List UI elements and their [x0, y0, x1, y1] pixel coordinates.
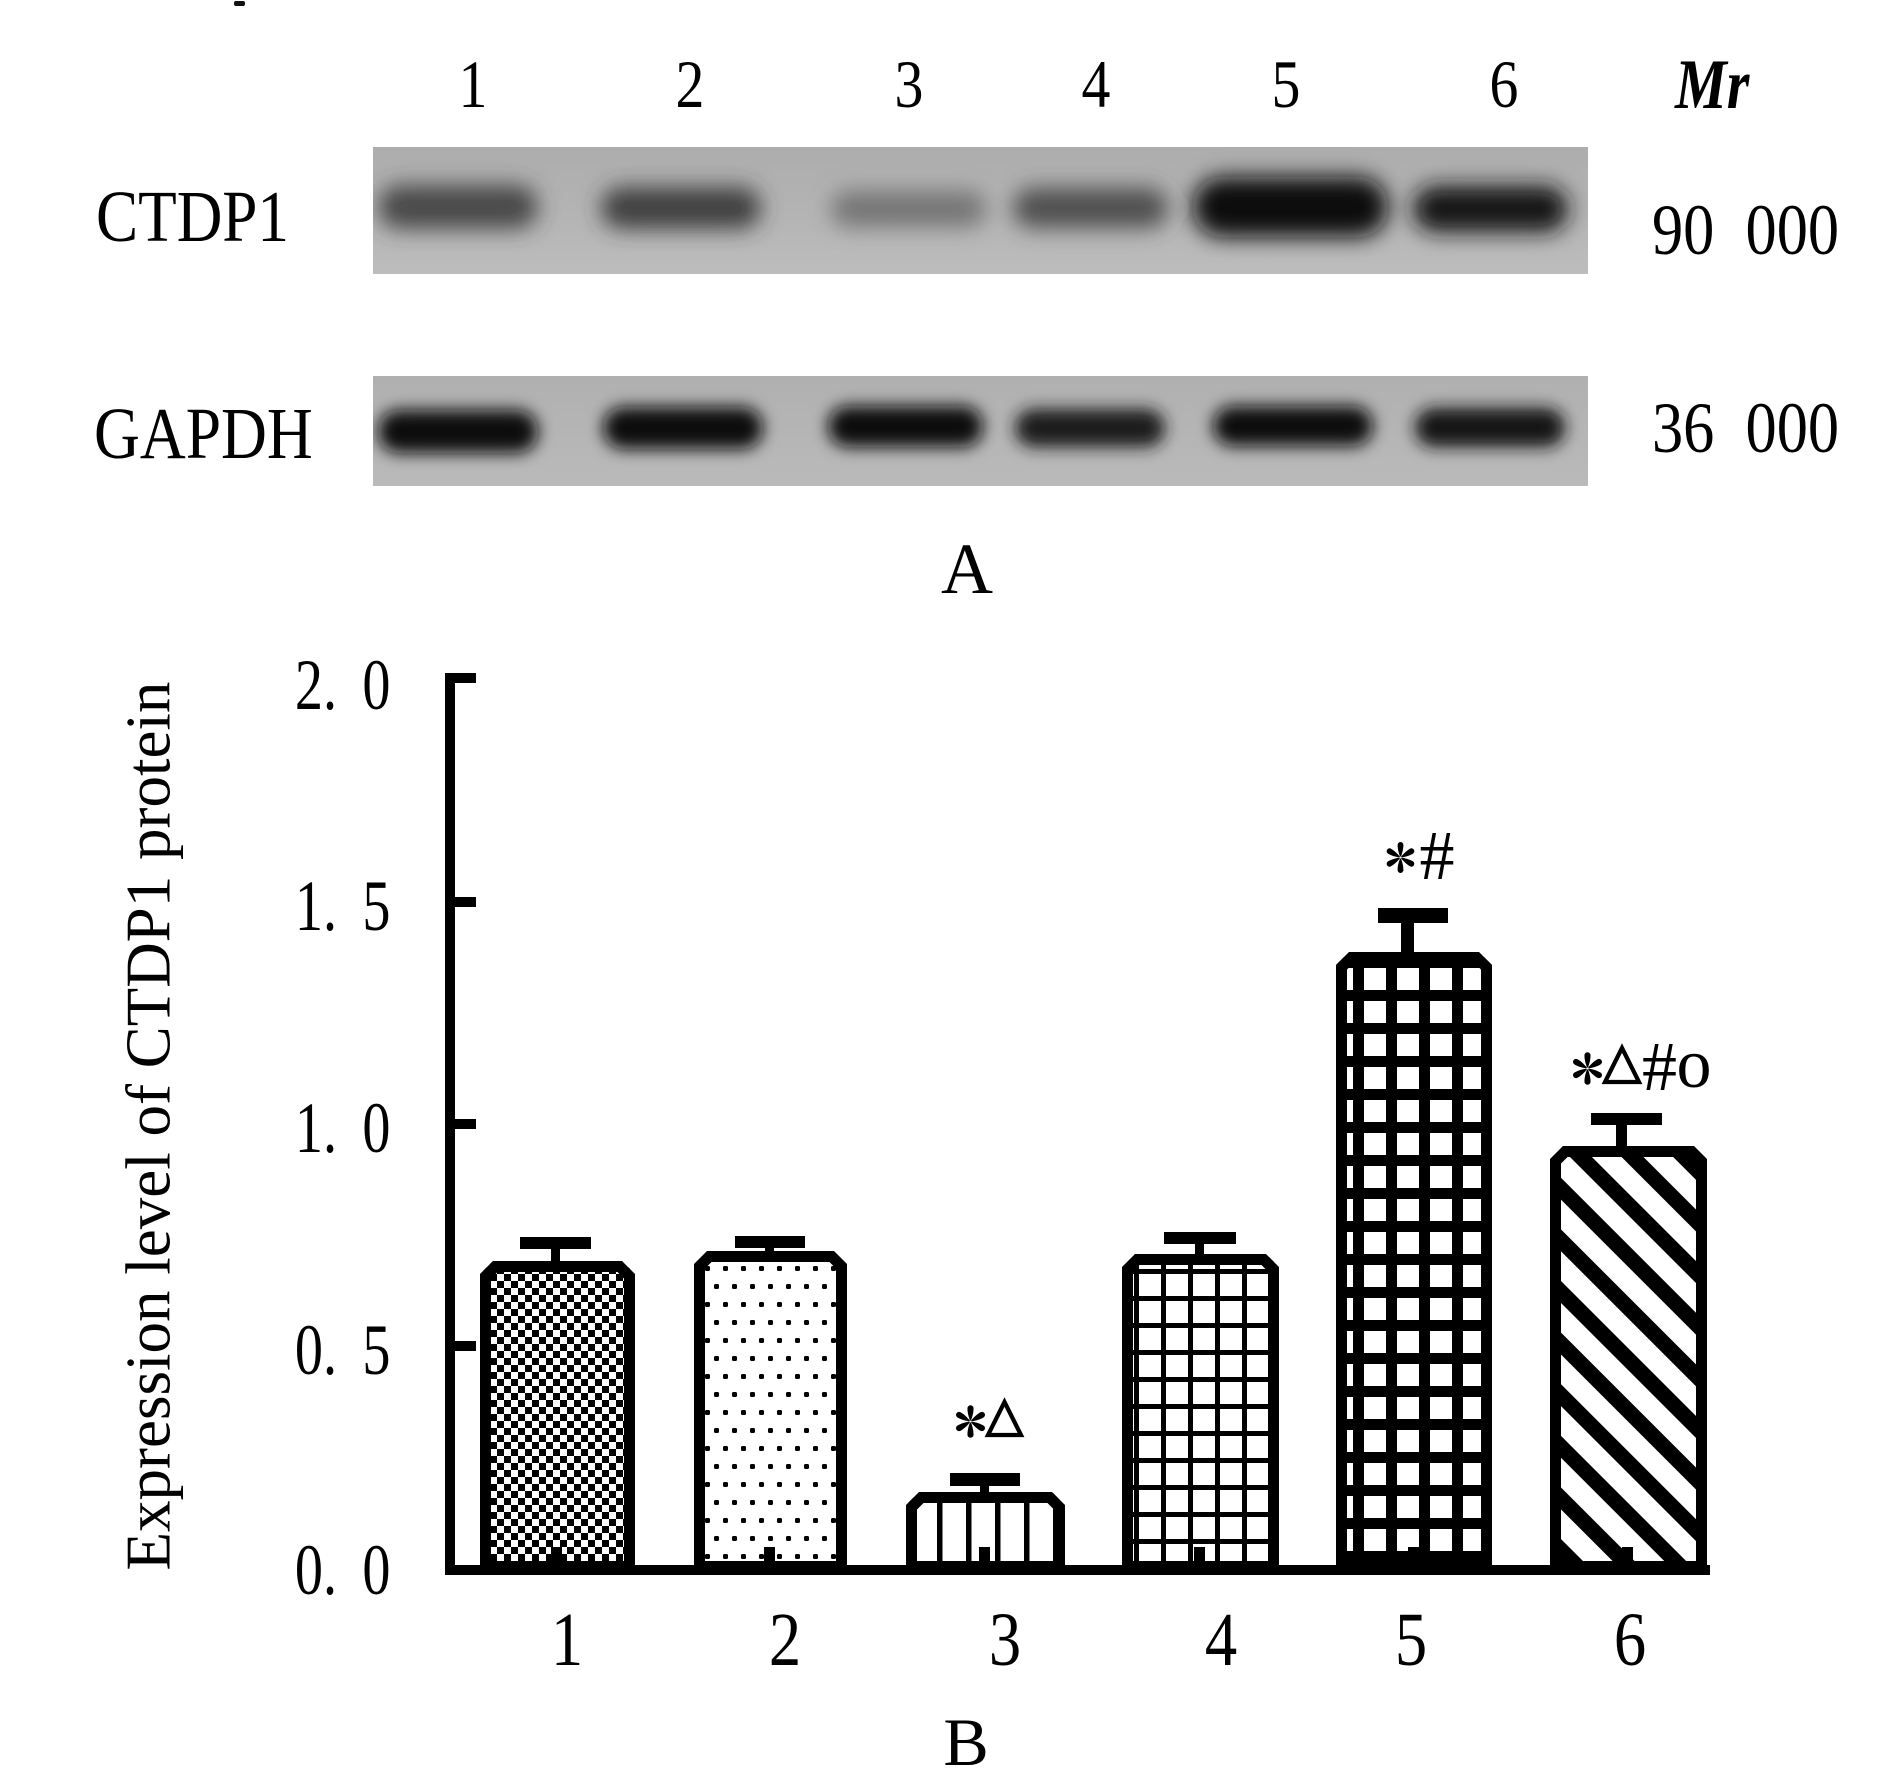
- svg-text:#: #: [1420, 818, 1455, 895]
- svg-text:o: o: [1677, 1026, 1712, 1103]
- svg-text:#: #: [1642, 1029, 1677, 1106]
